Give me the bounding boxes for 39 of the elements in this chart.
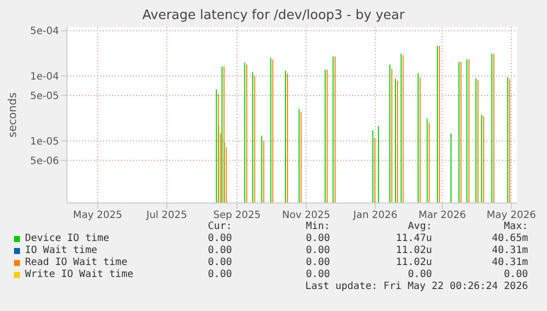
legend-label: IO Wait time xyxy=(25,245,98,256)
x-tick-label: Mar 2026 xyxy=(418,210,466,222)
x-tick-label: Nov 2025 xyxy=(282,210,330,222)
y-tick-label: 5e-04 xyxy=(30,26,59,38)
text: 0.00 xyxy=(304,257,330,268)
text: 11.02u xyxy=(394,245,432,256)
chart-title: Average latency for /dev/loop3 - by year xyxy=(141,8,406,23)
x-tick-label: Jul 2025 xyxy=(145,210,188,222)
text: Avg: xyxy=(406,221,432,232)
text: Last update: Fri May 22 00:26:24 2026 xyxy=(305,281,528,292)
x-tick-label: May 2026 xyxy=(486,210,536,222)
y-tick-label: 1e-04 xyxy=(30,72,59,83)
text: 11.47u xyxy=(394,233,432,244)
text: 40.31m xyxy=(490,245,528,256)
text: 0.00 xyxy=(206,245,232,256)
text: 0.00 xyxy=(304,245,330,256)
text: 0.00 xyxy=(206,233,232,244)
text: 0.00 xyxy=(206,269,232,280)
text: Max: xyxy=(502,221,528,232)
text: 0.00 xyxy=(406,269,432,280)
text: Cur: xyxy=(206,221,232,232)
x-tick-label: Jan 2026 xyxy=(352,210,398,222)
text: 0.00 xyxy=(206,257,232,268)
legend-label: Read IO Wait time xyxy=(25,257,128,268)
text: 40.65m xyxy=(490,233,528,244)
y-tick-label: 5e-06 xyxy=(30,156,59,167)
legend-label: Write IO Wait time xyxy=(25,269,134,280)
y-tick-label: 1e-05 xyxy=(30,136,59,148)
legend-label: Device IO time xyxy=(25,233,110,244)
y-axis-title: seconds xyxy=(6,92,19,138)
x-tick-label: May 2025 xyxy=(72,210,122,222)
text: 40.31m xyxy=(490,257,528,268)
text: 0.00 xyxy=(304,269,330,280)
y-tick-label: 5e-05 xyxy=(30,91,59,102)
text: Min: xyxy=(304,221,330,232)
x-tick-label: Sep 2025 xyxy=(213,210,261,222)
text: 0.00 xyxy=(502,269,528,280)
text: 0.00 xyxy=(304,233,330,244)
text: 11.02u xyxy=(394,257,432,268)
